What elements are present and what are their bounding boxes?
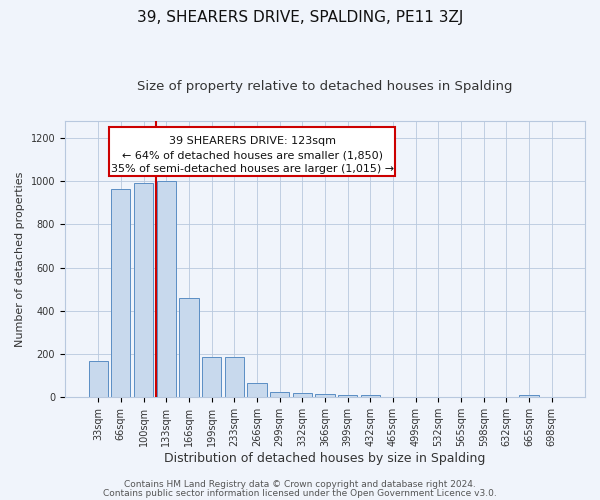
Text: Contains HM Land Registry data © Crown copyright and database right 2024.: Contains HM Land Registry data © Crown c… [124,480,476,489]
Bar [520,395,539,398]
Bar [202,358,221,398]
Text: 39, SHEARERS DRIVE, SPALDING, PE11 3ZJ: 39, SHEARERS DRIVE, SPALDING, PE11 3ZJ [137,10,463,25]
Bar [338,395,357,398]
Bar [224,358,244,398]
Bar [293,393,312,398]
Bar [270,392,289,398]
FancyBboxPatch shape [109,128,395,176]
Y-axis label: Number of detached properties: Number of detached properties [15,172,25,346]
Bar [111,188,130,398]
Bar [157,181,176,398]
Title: Size of property relative to detached houses in Spalding: Size of property relative to detached ho… [137,80,513,93]
Text: 35% of semi-detached houses are larger (1,015) →: 35% of semi-detached houses are larger (… [110,164,394,174]
Text: 39 SHEARERS DRIVE: 123sqm: 39 SHEARERS DRIVE: 123sqm [169,136,335,146]
Bar [316,394,335,398]
Text: ← 64% of detached houses are smaller (1,850): ← 64% of detached houses are smaller (1,… [122,150,383,160]
Bar [179,298,199,398]
Text: Contains public sector information licensed under the Open Government Licence v3: Contains public sector information licen… [103,488,497,498]
Bar [247,382,266,398]
Bar [89,360,108,398]
Bar [361,395,380,398]
Bar [134,184,153,398]
X-axis label: Distribution of detached houses by size in Spalding: Distribution of detached houses by size … [164,452,485,465]
